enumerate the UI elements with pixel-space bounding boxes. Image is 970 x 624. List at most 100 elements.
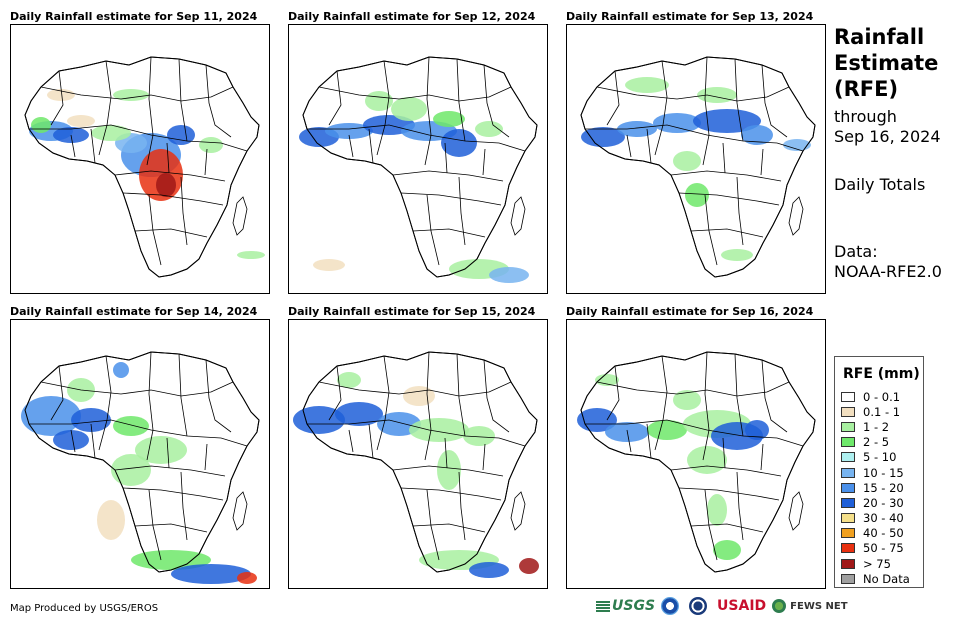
rainfall-area	[67, 115, 95, 127]
madagascar	[232, 196, 248, 236]
country-borders	[585, 351, 804, 561]
coastline	[580, 351, 816, 573]
title-line: (RFE)	[834, 77, 899, 101]
rainfall-area	[581, 127, 625, 147]
rainfall-area	[653, 113, 701, 133]
rainfall-layer	[299, 91, 529, 283]
rainfall-area	[91, 125, 131, 141]
legend-label: > 75	[863, 556, 891, 571]
rainfall-area	[647, 420, 687, 440]
rainfall-area	[97, 500, 125, 540]
usgs-wave-icon	[596, 600, 610, 612]
noaa-logo	[661, 597, 683, 615]
coastline	[580, 56, 816, 278]
legend-item: 50 - 75	[841, 541, 910, 556]
legend-label: 5 - 10	[863, 450, 897, 465]
rainfall-area	[489, 267, 529, 283]
legend-label: 15 - 20	[863, 480, 904, 495]
legend-item: 15 - 20	[841, 480, 910, 495]
legend-label: 50 - 75	[863, 541, 904, 556]
coastline	[302, 351, 538, 573]
producer-credit: Map Produced by USGS/EROS	[10, 603, 159, 614]
madagascar	[510, 491, 526, 531]
rainfall-layer	[293, 372, 539, 578]
usgs-logo: USGS	[596, 598, 655, 614]
africa-landmass	[302, 351, 538, 573]
rainfall-map	[10, 319, 270, 589]
legend-item: 30 - 40	[841, 511, 910, 526]
madagascar	[788, 196, 804, 236]
legend-swatch	[841, 558, 855, 569]
coastline	[24, 56, 260, 278]
rainfall-area	[111, 454, 151, 486]
globe-icon	[772, 599, 787, 613]
country-borders	[29, 351, 248, 561]
rainfall-area	[437, 450, 461, 490]
panel-title: Daily Rainfall estimate for Sep 15, 2024	[288, 305, 536, 318]
legend-label: 20 - 30	[863, 495, 904, 510]
legend-swatch	[841, 421, 855, 432]
rainfall-area	[475, 121, 503, 137]
legend-label: 2 - 5	[863, 435, 890, 450]
panel-title: Daily Rainfall estimate for Sep 14, 2024	[10, 305, 258, 318]
legend-label: 0.1 - 1	[863, 404, 901, 419]
rainfall-area	[693, 109, 761, 133]
rainfall-area	[337, 372, 361, 388]
rainfall-area	[519, 558, 539, 574]
legend-title: RFE (mm)	[843, 366, 920, 382]
map-panel-sep-12: Daily Rainfall estimate for Sep 12, 2024	[288, 10, 550, 294]
title-line: Rainfall	[834, 25, 925, 49]
usaid-text: USAID	[717, 598, 767, 614]
rainfall-area	[199, 137, 223, 153]
rainfall-area	[721, 249, 753, 261]
rainfall-map	[566, 24, 826, 294]
rainfall-area	[463, 426, 495, 446]
madagascar	[788, 491, 804, 531]
panel-title: Daily Rainfall estimate for Sep 13, 2024	[566, 10, 814, 23]
country-borders	[307, 351, 526, 561]
rainfall-area	[685, 183, 709, 207]
rainfall-area	[53, 430, 89, 450]
rainfall-area	[171, 564, 251, 584]
data-label: Data:	[834, 242, 878, 261]
partner-logos: USGS USAID FEWS NET	[596, 597, 854, 615]
rainfall-area	[31, 117, 51, 133]
legend-swatch	[841, 513, 855, 524]
country-borders	[29, 56, 248, 266]
totals-label: Daily Totals	[834, 175, 926, 194]
rainfall-area	[409, 418, 469, 442]
legend-swatch	[841, 528, 855, 539]
legend-item: > 75	[841, 556, 910, 571]
rainfall-area	[113, 89, 149, 101]
legend-swatch	[841, 391, 855, 402]
legend-swatch	[841, 452, 855, 463]
rainfall-area	[21, 396, 81, 436]
rainfall-area	[441, 129, 477, 157]
map-panel-sep-15: Daily Rainfall estimate for Sep 15, 2024	[288, 305, 550, 589]
legend-item: 10 - 15	[841, 465, 910, 480]
rainfall-layer	[21, 362, 257, 584]
map-panel-sep-14: Daily Rainfall estimate for Sep 14, 2024	[10, 305, 272, 589]
rainfall-area	[673, 151, 701, 171]
through-date: Sep 16, 2024	[834, 127, 941, 146]
rainfall-area	[783, 139, 811, 151]
panel-title: Daily Rainfall estimate for Sep 16, 2024	[566, 305, 814, 318]
rainfall-layer	[29, 89, 265, 259]
legend-swatch	[841, 467, 855, 478]
country-borders	[307, 56, 526, 266]
legend-label: 10 - 15	[863, 465, 904, 480]
map-panel-sep-16: Daily Rainfall estimate for Sep 16, 2024	[566, 305, 828, 589]
rainfall-area	[469, 562, 509, 578]
map-panel-sep-11: Daily Rainfall estimate for Sep 11, 2024	[10, 10, 272, 294]
rainfall-map	[566, 319, 826, 589]
fews-net-logo: FEWS NET	[772, 599, 848, 613]
usaid-seal-icon	[689, 597, 708, 615]
rainfall-area	[403, 386, 435, 406]
legend-swatch	[841, 573, 855, 584]
usgs-text: USGS	[612, 598, 656, 614]
madagascar	[510, 196, 526, 236]
rainfall-area	[113, 416, 149, 436]
legend-item: 20 - 30	[841, 495, 910, 510]
country-borders	[585, 56, 804, 266]
